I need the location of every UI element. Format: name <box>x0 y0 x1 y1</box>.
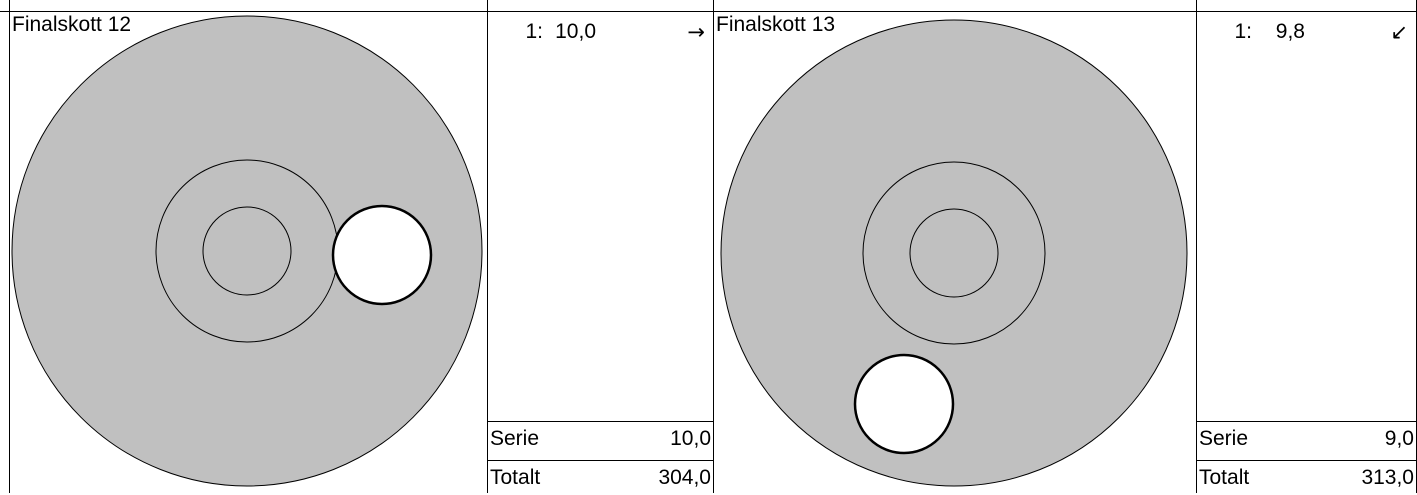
panel-title: Finalskott 12 <box>12 13 132 36</box>
shot-hole <box>331 204 433 306</box>
serie-value: 9,0 <box>1384 427 1414 450</box>
total-divider-2 <box>1196 460 1417 461</box>
top-divider <box>0 11 1417 12</box>
total-label: Totalt <box>490 466 541 489</box>
target-inner-ring <box>909 208 999 298</box>
total-value: 304,0 <box>658 466 711 489</box>
total-label: Totalt <box>1199 466 1250 489</box>
serie-divider-2 <box>1196 421 1417 422</box>
total-row: Totalt 304,0 <box>488 461 713 495</box>
divider-panel1-shots <box>487 0 488 493</box>
target-outer-circle <box>11 15 483 487</box>
target-diagram <box>11 15 483 487</box>
shot-list-13: 1: 9,8 ↙ <box>1197 11 1416 493</box>
target-middle-ring <box>862 161 1046 345</box>
target-inner-ring <box>202 206 292 296</box>
panel-title: Finalskott 13 <box>716 13 836 36</box>
total-row: Totalt 313,0 <box>1197 461 1416 495</box>
target-outer-circle <box>720 19 1188 487</box>
target-panel-13: Finalskott 13 <box>714 11 1196 493</box>
serie-value: 10,0 <box>670 427 711 450</box>
target-diagram <box>720 19 1188 487</box>
shot-list-12: 1: 10,0 → <box>488 11 713 493</box>
shot-value: 10,0 <box>555 20 596 43</box>
divider-panel2-shots <box>1196 0 1197 493</box>
shot-number: 1: <box>525 20 543 43</box>
shot-row: 1: 9,8 ↙ <box>1197 17 1416 47</box>
serie-divider-1 <box>487 421 714 422</box>
serie-row: Serie 9,0 <box>1197 422 1416 456</box>
shot-value: 9,8 <box>1275 20 1305 43</box>
arrow-down-left-icon: ↙ <box>1390 20 1408 44</box>
serie-row: Serie 10,0 <box>488 422 713 456</box>
total-value: 313,0 <box>1361 466 1414 489</box>
serie-label: Serie <box>1199 427 1249 450</box>
arrow-right-icon: → <box>687 20 705 44</box>
shot-hole <box>853 353 955 455</box>
divider-panel1-panel2 <box>713 0 714 493</box>
left-border <box>9 0 10 493</box>
total-divider-1 <box>487 460 714 461</box>
shot-row: 1: 10,0 → <box>488 17 713 47</box>
serie-label: Serie <box>490 427 540 450</box>
target-panel-12: Finalskott 12 <box>10 11 487 493</box>
shot-number: 1: <box>1234 20 1252 43</box>
